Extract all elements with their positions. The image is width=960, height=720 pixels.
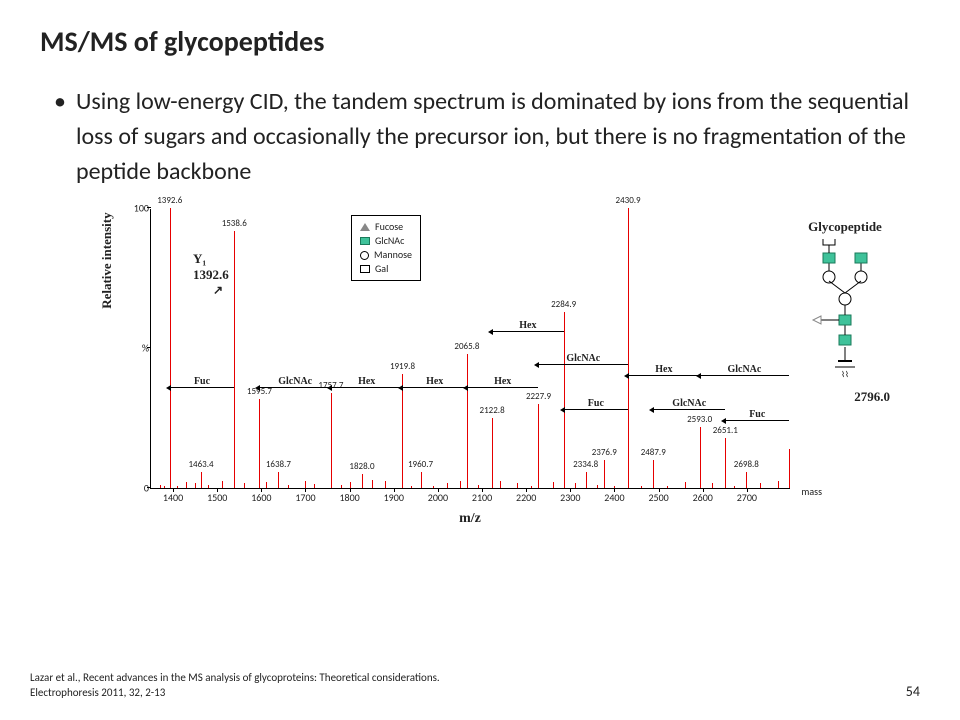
spectrum-peak — [492, 418, 493, 488]
peak-label: 1828.0 — [349, 461, 374, 472]
glycopeptide-diagram: Glycopeptide — [800, 219, 890, 384]
spectrum-peak — [467, 354, 468, 488]
peak-label: 2122.8 — [480, 405, 505, 416]
svg-text:⌇⌇: ⌇⌇ — [841, 370, 849, 379]
spectrum-peak — [362, 474, 363, 488]
y1-label: Y₁ — [193, 251, 206, 266]
legend-item: Gal — [360, 262, 412, 276]
peak-label: 1919.8 — [390, 361, 415, 372]
bullet-dot: • — [54, 85, 66, 189]
mass-label: mass — [801, 485, 822, 498]
peak-label: 2227.9 — [526, 391, 551, 402]
spectrum-peak — [604, 460, 605, 488]
spectrum-peak — [278, 472, 279, 489]
fragment-loss: Hex — [402, 376, 466, 388]
spectrum-peak — [725, 438, 726, 488]
fragment-loss: GlcNAc — [259, 376, 331, 388]
spectrum-peak — [170, 208, 171, 488]
spectrum-peak — [746, 472, 747, 489]
page-number: 54 — [906, 683, 920, 700]
spectrum-peak — [234, 231, 235, 489]
bullet-main: • Using low-energy CID, the tandem spect… — [54, 85, 920, 189]
peak-label: 2334.8 — [573, 459, 598, 470]
fragment-loss: Hex — [467, 376, 539, 388]
x-axis-label: m/z — [150, 511, 790, 527]
peak-label: 2376.9 — [592, 447, 617, 458]
peak-label: 2284.9 — [551, 299, 576, 310]
peak-label: 2065.8 — [454, 341, 479, 352]
y-axis-label: Relative intensity — [99, 212, 115, 308]
y1-annotation: Y₁ 1392.6 ↗ — [193, 251, 229, 298]
page-title: MS/MS of glycopeptides — [40, 24, 920, 59]
fragment-loss: GlcNAc — [538, 353, 628, 365]
peak-label: 1960.7 — [408, 459, 433, 470]
precursor-label: 2796.0 — [854, 389, 890, 405]
spectrum-peak — [201, 472, 202, 489]
fragment-loss: Fuc — [170, 376, 234, 388]
spectrum-peak — [789, 449, 790, 488]
peak-label: 2430.9 — [616, 195, 641, 206]
spectrum-peak — [331, 393, 332, 488]
spectrum-peak — [628, 208, 629, 488]
peak-label: 2698.8 — [734, 459, 759, 470]
peak-label: 2651.1 — [713, 425, 738, 436]
peak-label: 1638.7 — [266, 459, 291, 470]
peak-label: 2593.0 — [687, 414, 712, 425]
y1-arrow: ↗ — [213, 283, 229, 298]
fragment-loss: Fuc — [564, 398, 628, 410]
peak-label: 1538.6 — [222, 218, 247, 229]
legend-item: Mannose — [360, 248, 412, 262]
peak-label: 2487.9 — [641, 447, 666, 458]
spectrum-peak — [421, 472, 422, 489]
peak-label: 1392.6 — [157, 195, 182, 206]
bullet-text: Using low-energy CID, the tandem spectru… — [76, 85, 920, 189]
y-ticks: 0%100 — [129, 209, 149, 488]
spectrum-peak — [259, 399, 260, 489]
legend-item: GlcNAc — [360, 234, 412, 248]
peak-label: 1463.4 — [189, 459, 214, 470]
spectrum-plot: Relative intensity 0%100 140015001600170… — [150, 209, 790, 489]
legend-item: Fucose — [360, 220, 412, 234]
spectrum-peak — [538, 404, 539, 488]
fragment-loss: Hex — [628, 364, 700, 376]
spectrum-peak — [700, 427, 701, 489]
fragment-loss: GlcNAc — [700, 364, 790, 376]
citation: Lazar et al., Recent advances in the MS … — [30, 671, 510, 700]
spectrum-peak — [586, 472, 587, 489]
legend-box: FucoseGlcNAcMannoseGal — [351, 215, 421, 281]
glycopeptide-title: Glycopeptide — [800, 219, 890, 235]
fragment-loss: Hex — [492, 320, 564, 332]
y1-mz: 1392.6 — [193, 267, 229, 282]
spectrum-peak — [402, 374, 403, 489]
fragment-loss: Fuc — [725, 409, 789, 421]
fragment-loss: GlcNAc — [653, 398, 725, 410]
fragment-loss: Hex — [331, 376, 403, 388]
spectrum-figure: Relative intensity 0%100 140015001600170… — [80, 209, 900, 529]
spectrum-peak — [653, 460, 654, 488]
